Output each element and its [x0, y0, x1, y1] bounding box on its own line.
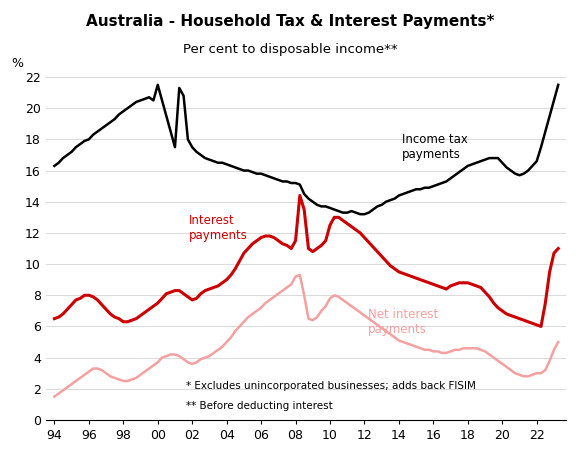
- Text: * Excludes unincorporated businesses; adds back FISIM: * Excludes unincorporated businesses; ad…: [187, 381, 476, 391]
- Text: Per cent to disposable income**: Per cent to disposable income**: [183, 43, 398, 56]
- Text: Income tax
payments: Income tax payments: [403, 133, 468, 161]
- Text: Interest
payments: Interest payments: [189, 214, 248, 242]
- Text: Australia - Household Tax & Interest Payments*: Australia - Household Tax & Interest Pay…: [86, 14, 495, 29]
- Text: ** Before deducting interest: ** Before deducting interest: [187, 401, 333, 411]
- Text: Net interest
payments: Net interest payments: [368, 308, 438, 336]
- Y-axis label: %: %: [11, 57, 23, 70]
